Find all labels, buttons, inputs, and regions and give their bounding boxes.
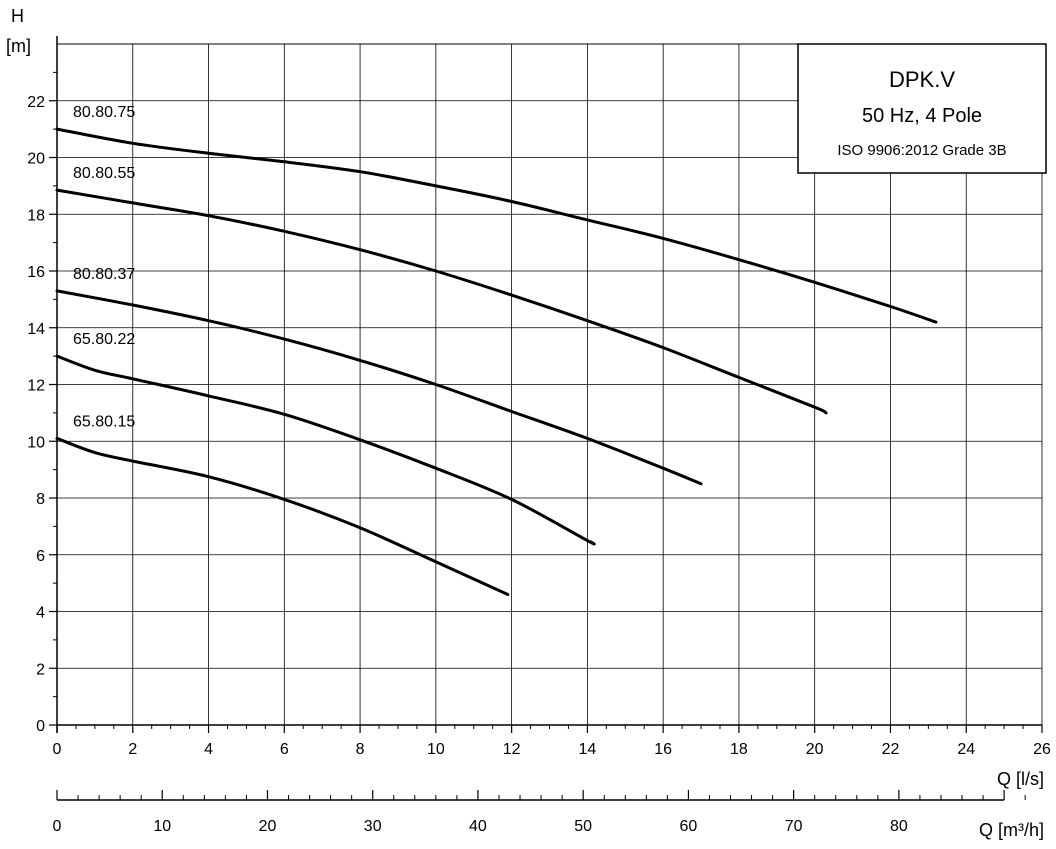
x-tick-label: 20 — [806, 741, 824, 758]
x-tick-label: 12 — [503, 741, 521, 758]
x-tick-label: 24 — [957, 741, 975, 758]
y-axis-title-line2: [m] — [6, 36, 31, 56]
series-label: 65.80.22 — [73, 331, 135, 348]
x-tick-label: 14 — [578, 741, 596, 758]
y-tick-label: 2 — [36, 661, 45, 678]
y-axis-title-line1: H — [11, 6, 24, 26]
series-label: 80.80.37 — [73, 266, 135, 283]
x-tick-label: 2 — [128, 741, 137, 758]
x-tick-label: 16 — [654, 741, 672, 758]
legend-subtitle: 50 Hz, 4 Pole — [862, 105, 982, 127]
x-tick-label: 8 — [356, 741, 365, 758]
x-tick-label: 26 — [1033, 741, 1051, 758]
series-label: 80.80.55 — [73, 165, 135, 182]
series-group: 80.80.75 80.80.55 80.80.37 65.80.22 65.80.15 — [55, 104, 938, 596]
y-tick-label: 14 — [27, 321, 45, 338]
x2-tick-label: 10 — [153, 818, 171, 835]
x-tick-label: 4 — [204, 741, 213, 758]
y-tick-label: 20 — [27, 151, 45, 168]
x2-tick-label: 60 — [680, 818, 698, 835]
x-tick-label: 22 — [882, 741, 900, 758]
x-tick-label: 10 — [427, 741, 445, 758]
x-axis-title: Q [l/s] — [997, 769, 1044, 789]
series-line-80-80-55 — [55, 188, 828, 415]
x2-tick-label: 30 — [364, 818, 382, 835]
legend-standard: ISO 9906:2012 Grade 3B — [837, 142, 1006, 159]
x2-tick-label: 20 — [259, 818, 277, 835]
x-tick-label: 0 — [53, 741, 62, 758]
x-tick-label: 18 — [730, 741, 748, 758]
series-line-65-80-15 — [55, 436, 510, 596]
series-line-80-80-75 — [55, 127, 938, 324]
series-line-80-80-37 — [55, 289, 703, 486]
x2-axis-title: Q [m³/h] — [979, 820, 1044, 840]
y-tick-label: 22 — [27, 94, 45, 111]
x2-tick-label: 70 — [785, 818, 803, 835]
series-label: 65.80.15 — [73, 413, 135, 430]
y-tick-label: 12 — [27, 378, 45, 395]
y-tick-label: 8 — [36, 491, 45, 508]
y-tick-label: 4 — [36, 605, 45, 622]
x2-tick-label: 40 — [469, 818, 487, 835]
y-tick-label: 6 — [36, 548, 45, 565]
legend-box: DPK.V 50 Hz, 4 Pole ISO 9906:2012 Grade … — [797, 43, 1047, 174]
x2-tick-label: 50 — [574, 818, 592, 835]
series-line-65-80-22 — [55, 354, 596, 546]
series-label: 80.80.75 — [73, 104, 135, 121]
y-tick-label: 0 — [36, 718, 45, 735]
x2-tick-label: 0 — [53, 818, 62, 835]
y-tick-label: 18 — [27, 207, 45, 224]
legend-frame — [797, 43, 1047, 174]
x2-tick-label: 80 — [890, 818, 908, 835]
x-tick-label: 6 — [280, 741, 289, 758]
legend-title: DPK.V — [889, 67, 955, 92]
y-tick-label: 10 — [27, 434, 45, 451]
y-tick-label: 16 — [27, 264, 45, 281]
